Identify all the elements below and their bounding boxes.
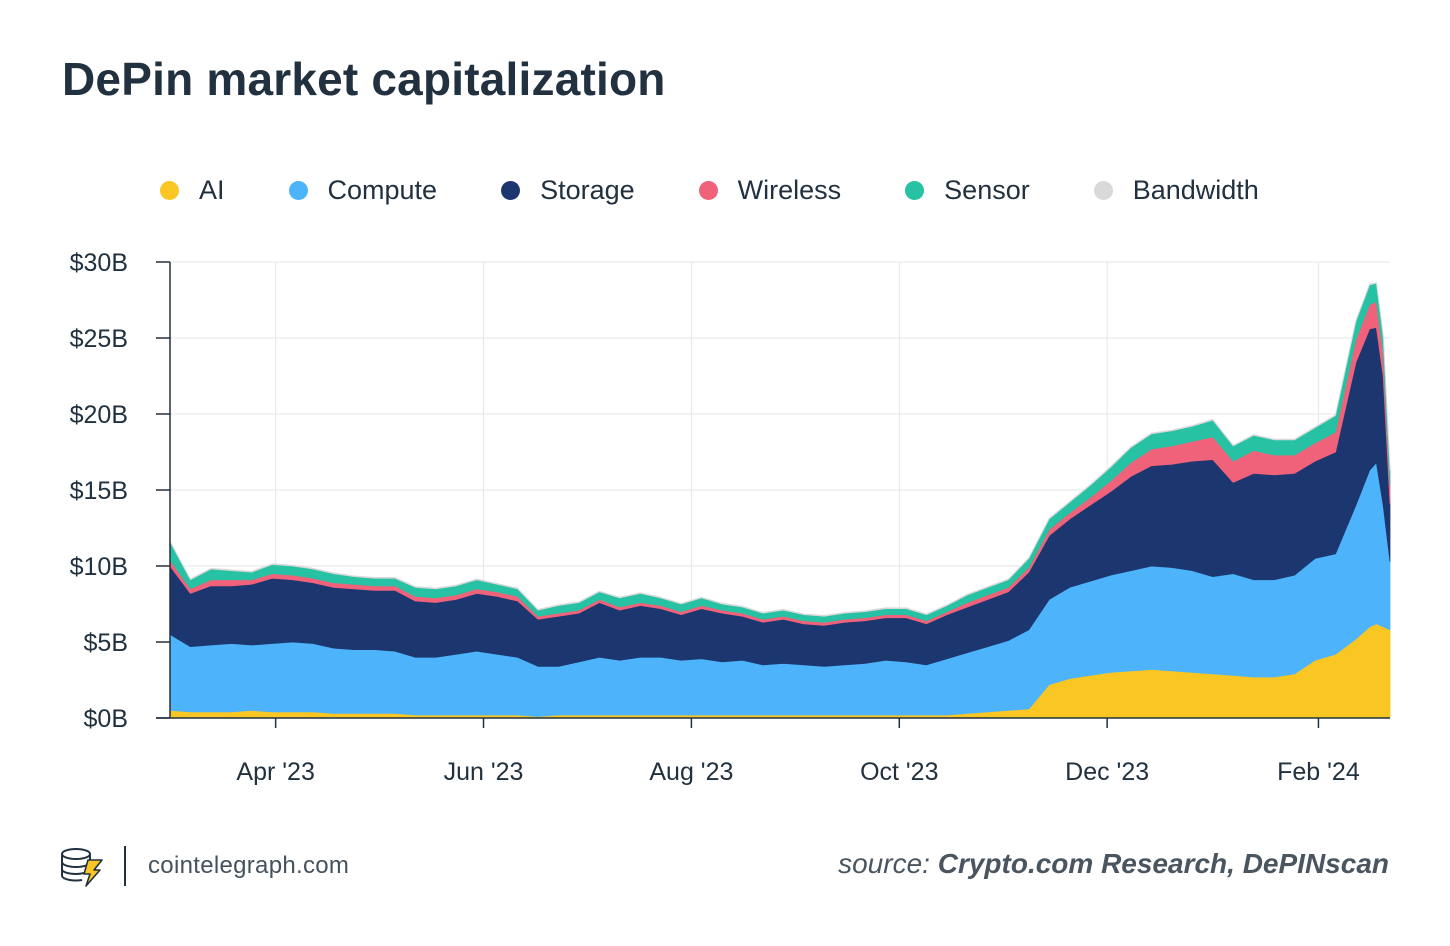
x-axis-ticks: Apr '23 Jun '23 Aug '23 Oct '23 Dec '23 Feb '…: [236, 718, 1360, 786]
source-text: Crypto.com Research, DePINscan: [937, 848, 1389, 879]
x-tick-label: Feb '24: [1277, 758, 1360, 786]
x-tick-label: Oct '23: [860, 758, 938, 786]
y-axis-ticks: $0B $5B $10B $15B $20B $25B $30B: [70, 249, 170, 733]
legend-label-compute: Compute: [327, 174, 438, 205]
legend-swatch-wireless: [698, 180, 718, 200]
legend-item-storage[interactable]: Storage: [501, 175, 635, 206]
legend: AI Compute Storage Wireless Sensor Bandw…: [160, 170, 1259, 210]
legend-label-bandwidth: Bandwidth: [1132, 174, 1259, 205]
y-tick-label: $0B: [84, 705, 128, 733]
y-tick-label: $15B: [70, 477, 128, 505]
legend-item-ai[interactable]: AI: [160, 175, 225, 206]
y-tick-label: $20B: [70, 401, 128, 429]
legend-swatch-compute: [288, 180, 308, 200]
x-tick-label: Apr '23: [236, 758, 314, 786]
y-tick-label: $25B: [70, 325, 128, 353]
cointelegraph-logo-icon: [61, 848, 103, 887]
legend-item-bandwidth[interactable]: Bandwidth: [1093, 174, 1259, 206]
x-tick-label: Dec '23: [1065, 758, 1149, 786]
legend-label-wireless: Wireless: [737, 174, 842, 205]
area-bandwidth[interactable]: [169, 282, 1391, 617]
chart-title: DePin market capitalization: [62, 53, 666, 105]
brand-separator: [124, 846, 126, 886]
source-note: source: Crypto.com Research, DePINscan: [838, 848, 1389, 880]
x-tick-label: Aug '23: [649, 758, 733, 786]
stacked-area-chart: $0B $5B $10B $15B $20B $25B $30B Apr '23 Jun '2…: [70, 249, 1391, 786]
source-prefix: source:: [838, 848, 930, 879]
brand[interactable]: cointelegraph.com: [58, 844, 349, 888]
legend-label-sensor: Sensor: [944, 174, 1030, 205]
legend-swatch-bandwidth: [1093, 180, 1113, 200]
series-areas: [169, 282, 1391, 719]
y-tick-label: $10B: [70, 553, 128, 581]
legend-item-wireless[interactable]: Wireless: [698, 174, 842, 206]
legend-label-ai: AI: [199, 174, 225, 205]
x-tick-label: Jun '23: [444, 758, 524, 786]
y-tick-label: $5B: [84, 629, 128, 657]
footer: cointelegraph.com source: Crypto.com Res…: [0, 830, 1450, 900]
brand-url[interactable]: cointelegraph.com: [148, 852, 350, 879]
legend-swatch-ai: [160, 180, 179, 200]
legend-swatch-storage: [501, 180, 521, 200]
legend-label-storage: Storage: [540, 174, 635, 205]
legend-swatch-sensor: [905, 180, 925, 200]
y-tick-label: $30B: [70, 249, 128, 277]
legend-item-sensor[interactable]: Sensor: [905, 175, 1030, 206]
legend-item-compute[interactable]: Compute: [288, 174, 438, 206]
